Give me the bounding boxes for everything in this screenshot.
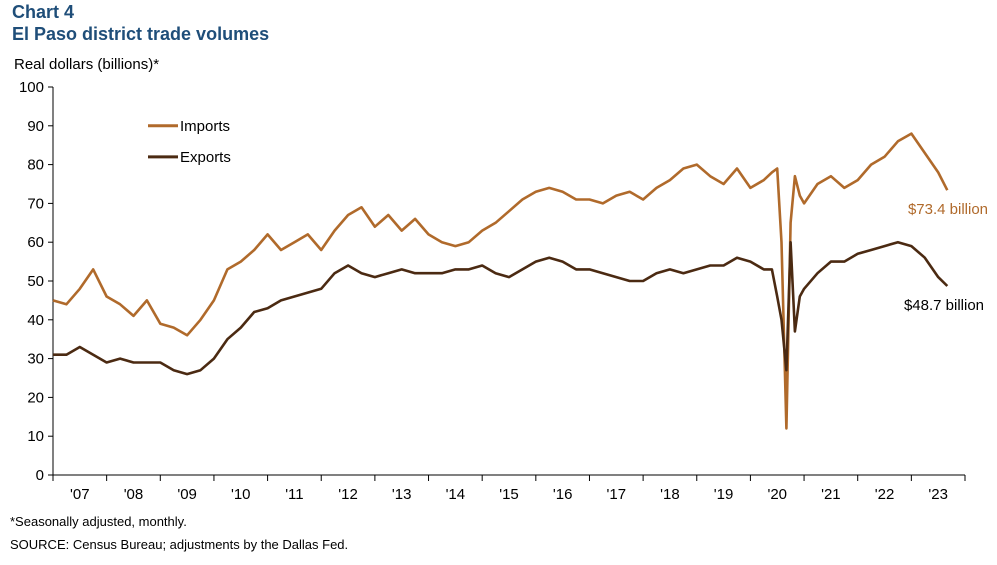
y-tick-label: 50	[27, 273, 44, 290]
y-tick-label: 60	[27, 234, 44, 251]
y-tick-label: 70	[27, 195, 44, 212]
legend-label-exports: Exports	[180, 149, 231, 166]
chart-title-line2: El Paso district trade volumes	[12, 24, 270, 44]
x-tick-label: '15	[499, 486, 519, 503]
y-tick-label: 30	[27, 351, 44, 368]
x-tick-label: '21	[821, 486, 841, 503]
x-tick-label: '16	[553, 486, 573, 503]
chart-title-line1: Chart 4	[12, 2, 75, 22]
y-tick-label: 20	[27, 389, 44, 406]
x-tick-label: '10	[231, 486, 251, 503]
x-tick-label: '08	[124, 486, 144, 503]
x-tick-label: '13	[392, 486, 412, 503]
y-tick-label: 100	[19, 79, 44, 96]
y-axis-label: Real dollars (billions)*	[14, 56, 160, 73]
y-tick-label: 0	[36, 467, 44, 484]
x-tick-label: '19	[714, 486, 734, 503]
source-note: SOURCE: Census Bureau; adjustments by th…	[10, 537, 349, 552]
series-line-exports	[53, 240, 949, 376]
x-tick-label: '18	[660, 486, 680, 503]
y-tick-label: 80	[27, 157, 44, 174]
x-tick-label: '11	[285, 486, 303, 503]
footnote: *Seasonally adjusted, monthly.	[10, 514, 187, 529]
x-tick-label: '14	[446, 486, 466, 503]
x-tick-label: '20	[767, 486, 787, 503]
y-tick-label: 10	[27, 428, 44, 445]
x-tick-label: '12	[338, 486, 358, 503]
x-tick-label: '17	[607, 486, 627, 503]
y-tick-label: 90	[27, 118, 44, 135]
imports-end-label: $73.4 billion	[908, 201, 988, 218]
x-tick-label: '09	[177, 486, 197, 503]
legend-label-imports: Imports	[180, 118, 230, 135]
x-tick-label: '23	[928, 486, 948, 503]
series-line-imports	[52, 132, 949, 430]
y-tick-label: 40	[27, 312, 44, 329]
x-tick-label: '07	[70, 486, 90, 503]
exports-end-label: $48.7 billion	[904, 297, 984, 314]
x-tick-label: '22	[875, 486, 895, 503]
